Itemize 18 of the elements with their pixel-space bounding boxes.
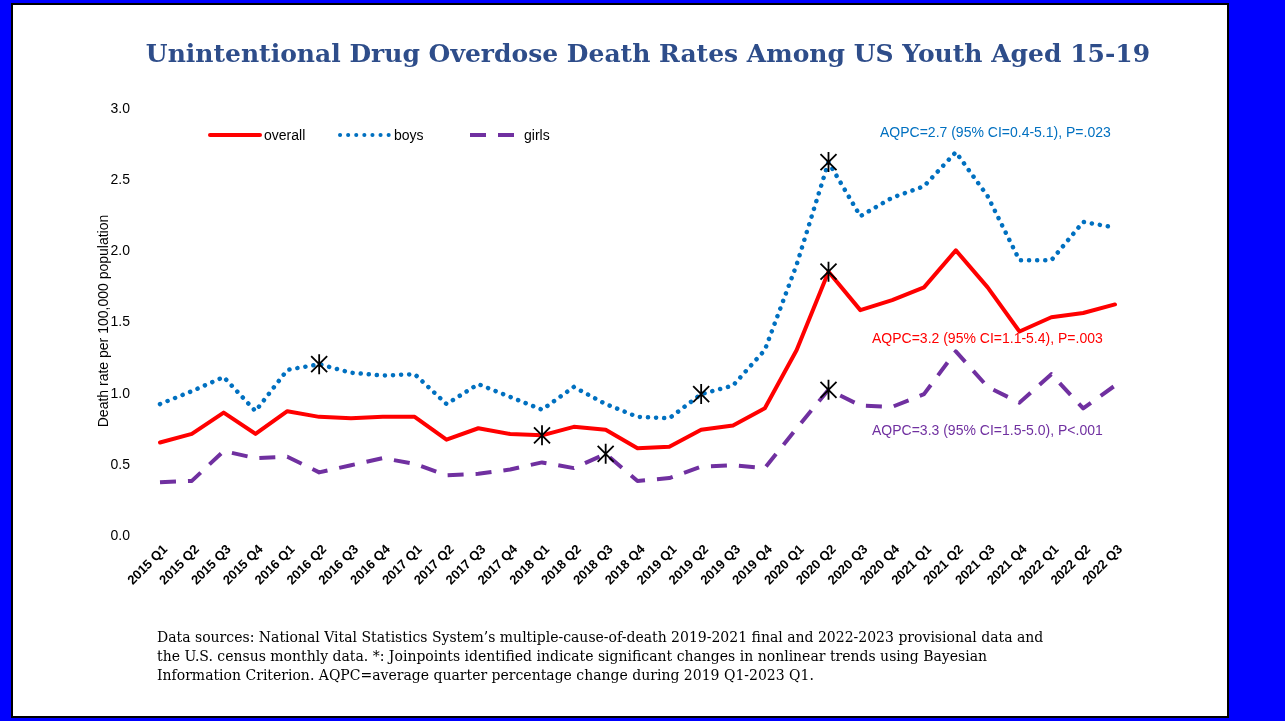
y-tick-label: 2.0	[110, 242, 131, 259]
annotation: AQPC=3.2 (95% CI=1.1-5.4), P=.003	[872, 329, 1103, 346]
text: Data sources: National Vital Statistics System’s multiple-cause-of-death 2019-2021 final and 2022-2023 provisional data and the U.S. census monthly data. *: Joinpoints identified indicate significant changes in nonlinear trends using Bayesian Information Criterion. AQPC=average quarter percentage change during 2019 Q1-2023 Q1.	[157, 629, 1044, 683]
legend-label: girls	[524, 126, 550, 143]
chart-title: Unintentional Drug Overdose Death Rates Among US Youth Aged 15-19	[145, 39, 1151, 68]
y-axis-title: Death rate per 100,000 population	[95, 214, 111, 428]
y-tick-label: 2.5	[110, 171, 131, 188]
y-tick-label: 3.0	[110, 99, 131, 116]
annotation: AQPC=3.3 (95% CI=1.5-5.0), P<.001	[872, 421, 1103, 438]
line-series	[158, 349, 1117, 485]
y-tick-label: 1.0	[110, 384, 131, 401]
y-tick-label: 0.5	[110, 455, 131, 472]
y-tick-label: 0.0	[110, 526, 131, 543]
annotation: AQPC=2.7 (95% CI=0.4-5.1), P=.023	[880, 123, 1111, 140]
line-series	[158, 248, 1117, 451]
y-tick-label: 1.5	[110, 313, 131, 330]
legend-label: overall	[264, 126, 306, 143]
legend-label: boys	[394, 126, 424, 143]
